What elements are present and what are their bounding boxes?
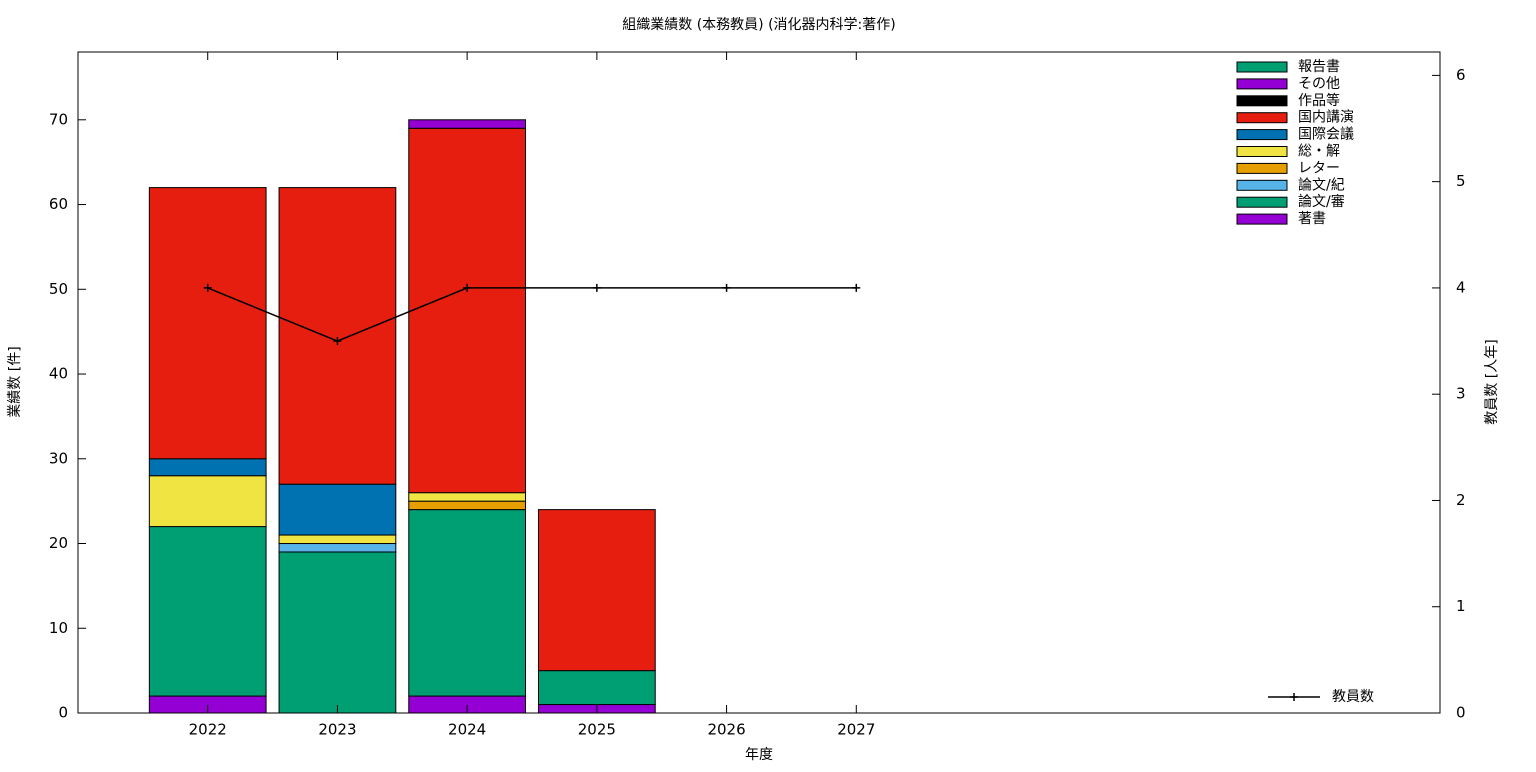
point-marker [592,283,601,292]
y-tick-label: 10 [49,619,68,637]
legend-swatch [1236,213,1288,225]
point-marker [722,283,731,292]
legend-label: レター [1298,160,1340,176]
bar-segment [148,458,267,477]
legend-swatch [1236,179,1288,191]
y-tick-label: 70 [49,110,68,128]
bar-segment [278,187,397,485]
x-tick-label: 2026 [707,721,745,739]
bar-segment [148,475,267,528]
y-tick-label: 60 [49,195,68,213]
line [207,287,857,342]
plot-frame [77,51,1441,714]
legend-label: 国内講演 [1298,110,1354,126]
bar-segment [408,492,527,502]
x-tick-label: 2024 [448,721,486,739]
legend-swatch [1236,196,1288,208]
legend-label: 報告書 [1298,59,1340,75]
y2-tick-label: 0 [1456,704,1466,722]
bar-segment [408,119,527,129]
y2-tick-label: 3 [1456,385,1466,403]
x-tick-label: 2025 [578,721,616,739]
y-tick-label: 40 [49,365,68,383]
legend-label: 作品等 [1298,92,1340,109]
y2-tick-label: 5 [1456,172,1466,190]
legend-label: 国際会議 [1298,126,1354,143]
y-tick-label: 20 [49,534,68,552]
bar-segment [408,509,527,697]
x-tick-label: 2023 [318,721,356,739]
bar-segment [278,534,397,545]
point-marker [203,283,212,292]
bar-segment [148,187,267,460]
y2-tick-label: 4 [1456,278,1466,296]
y-tick-label: 50 [49,280,68,298]
point-marker [852,283,861,292]
bar-segment [278,543,397,553]
legend-swatch [1236,129,1288,141]
legend-label: その他 [1298,76,1340,92]
bar-segment [408,127,527,494]
bar-segment [408,500,527,511]
legend-swatch [1236,162,1288,174]
legend-swatch [1236,95,1288,107]
x-tick-label: 2027 [837,721,875,739]
legend-label: 論文/紀 [1298,177,1345,193]
bar-segment [537,509,656,672]
bar-segment [148,526,267,697]
y-axis-label: 業績数 [件] [7,346,23,417]
legend-label: 著書 [1298,211,1326,227]
y-tick-label: 0 [58,704,68,722]
legend-label: 論文/審 [1298,194,1345,210]
y2-tick-label: 1 [1456,597,1466,615]
y2-tick-label: 6 [1456,66,1466,84]
legend-marker [1290,693,1298,701]
legend-label: 教員数 [1332,689,1374,705]
point-marker [333,337,342,346]
bar-segment [537,670,656,706]
legend-swatch [1236,146,1288,157]
y2-axis-label: 教員数 [人年] [1484,339,1500,424]
legend-swatch [1236,61,1288,73]
y-tick-label: 30 [49,449,68,467]
point-marker [463,283,472,292]
x-axis-label: 年度 [745,747,773,763]
legend-swatch [1236,112,1288,124]
legend-swatch [1236,78,1288,90]
y2-tick-label: 2 [1456,491,1466,509]
bar-segment [278,551,397,714]
legend-label: 総・解 [1298,144,1340,160]
x-tick-label: 2022 [189,721,227,739]
chart-title: 組織業績数 (本務教員) (消化器内科学:著作) [622,17,895,33]
bar-segment [278,483,397,536]
